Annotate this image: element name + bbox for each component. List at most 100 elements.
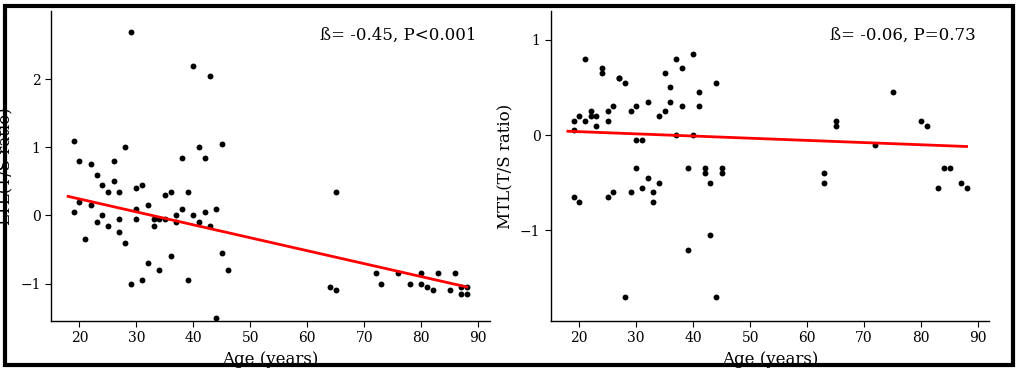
- Point: [929, 184, 946, 190]
- Point: [322, 284, 338, 290]
- Point: [100, 189, 116, 194]
- Point: [912, 118, 928, 124]
- X-axis label: Age (years): Age (years): [222, 351, 318, 368]
- Point: [565, 127, 581, 133]
- Point: [690, 103, 706, 109]
- Point: [214, 250, 230, 256]
- Point: [208, 206, 224, 211]
- Point: [459, 284, 475, 290]
- Point: [146, 223, 162, 229]
- Point: [65, 209, 82, 215]
- Point: [815, 180, 832, 186]
- Point: [713, 170, 730, 176]
- Point: [701, 180, 717, 186]
- Point: [401, 280, 418, 286]
- Point: [639, 175, 655, 181]
- Point: [128, 206, 145, 211]
- Point: [185, 63, 202, 69]
- Point: [656, 108, 673, 114]
- Point: [571, 113, 587, 119]
- Point: [173, 206, 190, 211]
- Point: [639, 99, 655, 105]
- Point: [707, 294, 723, 300]
- Point: [866, 142, 882, 148]
- Point: [696, 170, 712, 176]
- Point: [122, 28, 139, 34]
- Point: [883, 89, 900, 95]
- Point: [197, 209, 213, 215]
- Point: [958, 184, 974, 190]
- Point: [83, 161, 99, 167]
- Point: [100, 223, 116, 229]
- Point: [89, 172, 105, 177]
- Point: [122, 280, 139, 286]
- X-axis label: Age (years): Age (years): [721, 351, 817, 368]
- Point: [679, 165, 695, 171]
- Text: ß= -0.06, P=0.73: ß= -0.06, P=0.73: [829, 27, 975, 44]
- Point: [593, 65, 609, 71]
- Point: [941, 165, 957, 171]
- Point: [128, 216, 145, 222]
- Point: [140, 260, 156, 266]
- Point: [173, 155, 190, 161]
- Point: [628, 103, 644, 109]
- Point: [151, 216, 167, 222]
- Point: [208, 315, 224, 321]
- Point: [696, 165, 712, 171]
- Point: [622, 108, 638, 114]
- Point: [679, 246, 695, 252]
- Point: [146, 216, 162, 222]
- Point: [162, 189, 178, 194]
- Point: [826, 118, 843, 124]
- Point: [191, 219, 207, 225]
- Point: [952, 180, 968, 186]
- Point: [133, 277, 150, 283]
- Point: [661, 85, 678, 90]
- Point: [111, 189, 127, 194]
- Point: [83, 202, 99, 208]
- Point: [452, 291, 469, 297]
- Point: [390, 270, 407, 276]
- Point: [815, 170, 832, 176]
- Point: [616, 80, 633, 86]
- Point: [202, 223, 218, 229]
- Point: [214, 141, 230, 147]
- Point: [191, 144, 207, 150]
- Point: [202, 73, 218, 79]
- Point: [179, 277, 196, 283]
- Point: [628, 165, 644, 171]
- Point: [593, 70, 609, 76]
- Point: [934, 165, 951, 171]
- Point: [577, 56, 593, 62]
- Point: [616, 294, 633, 300]
- Point: [77, 236, 94, 242]
- Point: [599, 194, 615, 200]
- Point: [673, 65, 689, 71]
- Point: [685, 51, 701, 57]
- Point: [105, 179, 121, 184]
- Point: [327, 189, 343, 194]
- Point: [577, 118, 593, 124]
- Point: [117, 144, 133, 150]
- Point: [918, 123, 934, 128]
- Point: [367, 270, 383, 276]
- Point: [111, 216, 127, 222]
- Point: [650, 113, 666, 119]
- Point: [94, 182, 110, 188]
- Point: [599, 118, 615, 124]
- Point: [565, 194, 581, 200]
- Point: [604, 189, 621, 195]
- Point: [157, 216, 173, 222]
- Point: [571, 199, 587, 205]
- Point: [667, 56, 684, 62]
- Point: [582, 108, 598, 114]
- Point: [599, 108, 615, 114]
- Point: [185, 213, 202, 218]
- Point: [327, 287, 343, 293]
- Point: [582, 113, 598, 119]
- Point: [179, 189, 196, 194]
- Point: [162, 254, 178, 259]
- Point: [71, 158, 88, 164]
- Point: [373, 280, 389, 286]
- Point: [690, 89, 706, 95]
